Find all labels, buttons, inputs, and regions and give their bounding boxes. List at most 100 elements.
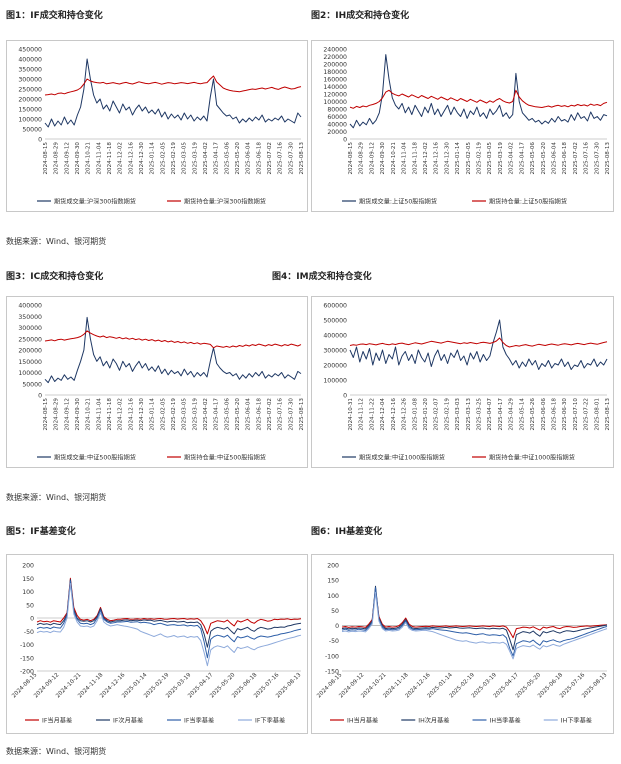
- x-tick-label: 2024-11-12: [359, 398, 365, 431]
- source-note-1: 数据来源：Wind、银河期货: [6, 237, 107, 246]
- y-tick-label: 100000: [18, 117, 42, 124]
- y-tick-label: 100: [22, 589, 34, 596]
- y-tick-label: 300000: [323, 348, 347, 355]
- y-tick-label: 120000: [323, 92, 347, 99]
- y-tick-label: 80000: [327, 107, 347, 114]
- y-tick-label: 50000: [22, 381, 42, 388]
- x-tick-label: 2024-12-16: [128, 398, 134, 431]
- x-tick-label: 2025-03-13: [466, 398, 472, 431]
- y-tick-label: 0: [38, 137, 42, 144]
- x-tick-label: 2025-05-20: [541, 142, 547, 175]
- y-tick-label: 20000: [327, 129, 347, 136]
- y-tick-label: 300000: [18, 325, 42, 332]
- x-tick-label: 2025-02-07: [434, 398, 440, 431]
- y-tick-label: 350000: [18, 314, 42, 321]
- x-tick-label: 2025-07-22: [584, 398, 590, 431]
- legend-label: 期货成交量:中证500股指期货: [54, 454, 136, 462]
- x-tick-label: 2025-05-20: [235, 398, 241, 431]
- x-tick-label: 2025-04-17: [214, 398, 220, 431]
- x-tick-label: 2025-01-14: [455, 142, 461, 175]
- x-tick-label: 2025-05-06: [224, 142, 230, 175]
- x-tick-label: 2025-08-13: [605, 398, 611, 431]
- y-tick-label: -200: [20, 669, 34, 676]
- x-tick-label: 2025-06-04: [551, 142, 557, 175]
- y-tick-label: 240000: [323, 47, 347, 54]
- series-line-1: [36, 577, 302, 635]
- y-tick-label: 200: [22, 563, 34, 570]
- x-tick-label: 2024-08-29: [54, 142, 60, 175]
- legend-label: IF次月基差: [113, 717, 143, 725]
- y-tick-label: -100: [325, 653, 339, 660]
- y-tick-label: 0: [38, 393, 42, 400]
- x-tick-label: 2024-12-02: [118, 398, 124, 431]
- y-tick-label: 150000: [18, 107, 42, 114]
- legend-label: IF当季基差: [184, 717, 214, 725]
- x-tick-label: 2025-06-06: [541, 398, 547, 431]
- y-tick-label: 200000: [323, 62, 347, 69]
- series-line-3: [341, 587, 608, 657]
- y-tick-label: -150: [20, 655, 34, 662]
- x-tick-label: 2024-08-15: [43, 142, 49, 175]
- y-tick-label: 450000: [18, 47, 42, 54]
- x-tick-label: 2025-06-04: [246, 142, 252, 175]
- x-tick-label: 2025-04-17: [519, 142, 525, 175]
- legend-label: IH次月基差: [418, 717, 449, 725]
- x-tick-label: 2024-12-16: [391, 398, 397, 431]
- x-tick-label: 2025-07-16: [584, 142, 590, 175]
- x-tick-label: 2024-09-30: [75, 398, 81, 431]
- series-line-1: [349, 319, 608, 370]
- x-tick-label: 2024-12-30: [139, 398, 145, 431]
- x-tick-label: 2024-10-21: [86, 142, 92, 175]
- y-tick-label: 250000: [18, 336, 42, 343]
- x-tick-label: 2025-01-14: [150, 398, 156, 431]
- x-tick-label: 2025-03-03: [455, 398, 461, 431]
- y-tick-label: 50: [26, 602, 34, 609]
- x-tick-label: 2024-12-04: [380, 398, 386, 431]
- series-line-2: [36, 579, 302, 648]
- chart-6: -150-100-500501001502002024-08-152024-09…: [316, 563, 609, 725]
- x-tick-label: 2025-06-18: [256, 142, 262, 175]
- x-tick-label: 2024-09-12: [369, 142, 375, 175]
- y-tick-label: 160000: [323, 77, 347, 84]
- chart-panel-2: 0 20000 40000 60000 80000 100000 120000 140000 1…: [311, 40, 614, 212]
- x-tick-label: 2025-02-19: [444, 398, 450, 431]
- x-tick-label: 2025-05-14: [519, 398, 525, 431]
- series-line-2: [44, 75, 302, 96]
- x-tick-label: 2025-06-30: [562, 398, 568, 431]
- chart-4: 0 100000 200000 300000 400000 500000 600000 202…: [323, 303, 611, 462]
- chart-3: 0 50000 100000 150000 200000 250000 300000 3500…: [18, 303, 305, 462]
- figure-label-3: 图3：IC成交和持仓变化: [6, 272, 104, 282]
- x-tick-label: 2024-09-12: [64, 398, 70, 431]
- y-tick-label: 0: [335, 623, 339, 630]
- chart-panel-3: 0 50000 100000 150000 200000 250000 300000 3500…: [6, 296, 308, 468]
- series-line-4: [341, 591, 608, 660]
- x-tick-label: 2025-05-06: [224, 398, 230, 431]
- x-tick-label: 2025-01-14: [150, 142, 156, 175]
- series-line-2: [349, 337, 608, 348]
- x-tick-label: 2025-02-19: [171, 398, 177, 431]
- x-tick-label: 2025-01-20: [423, 398, 429, 431]
- x-tick-label: 2025-04-17: [498, 398, 504, 431]
- x-tick-label: 2024-11-04: [96, 398, 102, 431]
- chart-2: 0200004000060000800001000001200001400001…: [323, 47, 611, 206]
- figure-label-6: 图6：IH基差变化: [311, 527, 383, 537]
- x-tick-label: 2025-04-02: [509, 142, 515, 175]
- x-tick-label: 2025-07-30: [288, 142, 294, 175]
- x-tick-label: 2024-09-12: [64, 142, 70, 175]
- x-tick-label: 2024-11-04: [96, 142, 102, 175]
- x-tick-label: 2025-06-18: [551, 398, 557, 431]
- x-tick-label: 2025-04-02: [203, 142, 209, 175]
- x-tick-label: 2025-03-05: [182, 142, 188, 175]
- y-tick-label: 500000: [323, 318, 347, 325]
- y-tick-label: 200000: [18, 97, 42, 104]
- x-tick-label: 2024-12-30: [139, 142, 145, 175]
- y-tick-label: 100000: [18, 370, 42, 377]
- legend-label: 期货持仓量:中证1000股指期货: [489, 454, 575, 462]
- x-tick-label: 2025-07-10: [573, 398, 579, 431]
- chart-panel-5: -200 -150 -100 -50 0 50 100 150 200 2024-08-15 202…: [6, 554, 308, 734]
- x-tick-label: 2024-09-30: [380, 142, 386, 175]
- x-tick-label: 2025-02-05: [466, 142, 472, 175]
- y-tick-label: 0: [343, 137, 347, 144]
- y-tick-label: 150000: [18, 359, 42, 366]
- y-tick-label: -150: [325, 669, 339, 676]
